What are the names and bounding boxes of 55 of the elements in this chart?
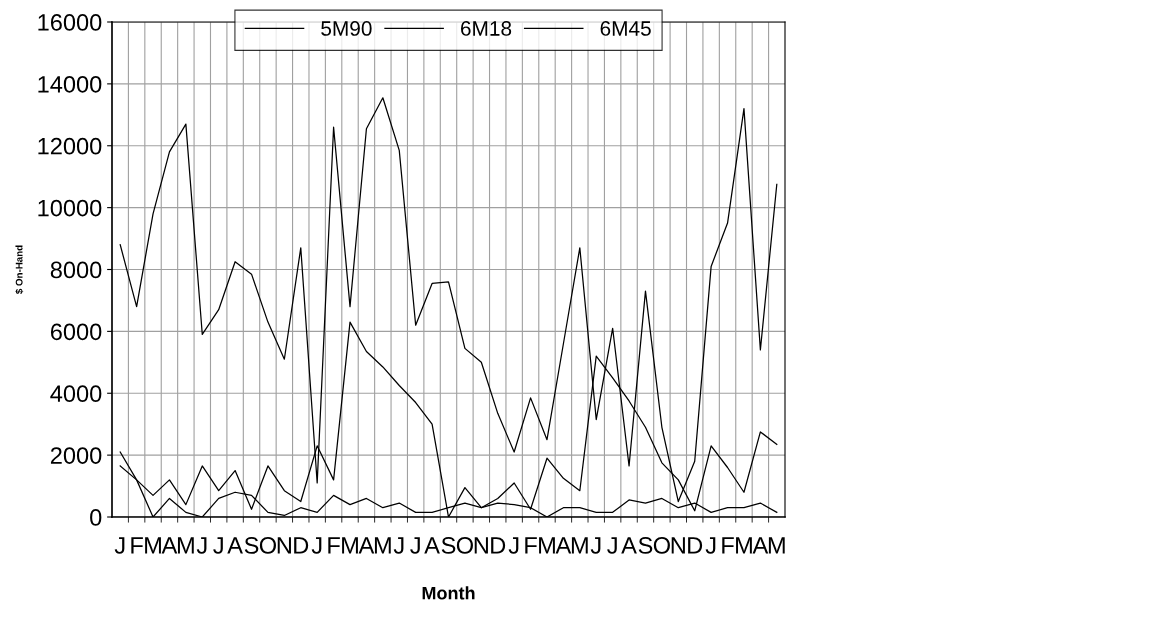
x-tick-label: M [177,537,194,554]
x-tick-label: D [491,537,506,554]
x-tick-label: J [213,537,223,554]
x-tick-label: F [131,537,143,554]
x-tick-label: D [688,537,703,554]
x-tick-label: A [358,537,375,554]
x-tick-label: O [259,537,276,554]
x-tick-label: M [342,537,358,554]
x-tick-label: F [328,537,340,554]
x-tick-label: M [571,537,588,554]
y-tick-label: 0 [90,509,102,526]
x-tick-label: S [244,537,259,554]
x-tick-label: J [114,537,125,554]
x-tick-label: A [424,537,440,554]
x-tick-label: J [705,537,716,554]
y-tick-label: 14000 [38,75,102,93]
x-tick-label: J [607,537,617,554]
y-tick-label: 10000 [38,199,102,217]
y-axis-title: $ On-Hand [15,245,24,294]
x-tick-label: J [311,537,322,554]
x-tick-label: M [736,537,752,554]
legend-label: 6M18 [461,21,512,36]
x-tick-label: J [410,537,420,554]
x-tick-label: J [196,537,207,554]
x-tick-label: J [590,537,601,554]
legend-label: 6M45 [600,21,651,36]
x-tick-label: S [638,537,653,554]
x-tick-label: J [393,537,404,554]
y-tick-label: 8000 [50,261,102,279]
x-tick-label: M [539,537,555,554]
x-tick-label: A [227,537,243,554]
x-tick-label: O [456,537,473,554]
x-tick-label: O [653,537,670,554]
x-tick-label: M [768,537,785,554]
x-tick-label: A [621,537,637,554]
x-tick-label: S [441,537,456,554]
x-tick-label: N [671,537,685,554]
x-tick-label: A [161,537,178,554]
x-tick-label: M [145,537,161,554]
y-tick-label: 6000 [50,323,102,341]
x-tick-label: M [374,537,391,554]
legend-label: 5M90 [321,21,372,36]
y-tick-label: 12000 [38,137,102,155]
x-tick-label: A [752,537,769,554]
x-tick-label: N [277,537,291,554]
x-axis-title: Month [422,586,475,600]
y-tick-label: 2000 [50,447,102,464]
x-tick-label: F [525,537,537,554]
y-tick-label: 16000 [38,14,102,31]
x-tick-label: J [508,537,519,554]
x-tick-label: D [294,537,309,554]
x-tick-label: N [474,537,488,554]
y-tick-label: 4000 [50,385,102,403]
x-tick-label: F [722,537,734,554]
x-tick-label: A [555,537,572,554]
